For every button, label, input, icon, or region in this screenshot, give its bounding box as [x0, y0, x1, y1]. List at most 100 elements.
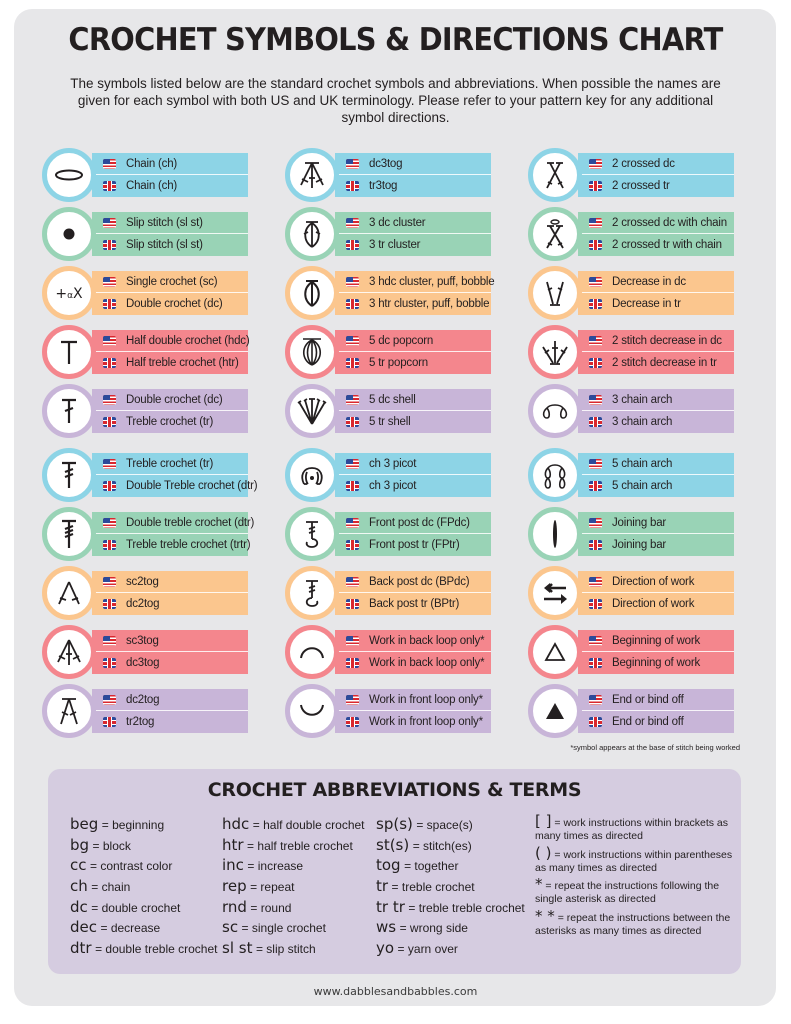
uk-term: Treble crochet (tr) — [126, 416, 214, 428]
uk-flag-icon — [346, 540, 359, 550]
symbol-label-bar: Joining bar Joining bar — [578, 512, 734, 556]
symbol-label-bar: 2 stitch decrease in dc 2 stitch decrease… — [578, 330, 734, 374]
uk-term: 3 chain arch — [612, 416, 673, 428]
symbol-label-bar: Direction of work Direction of work — [578, 571, 734, 615]
symbol-label-bar: Slip stitch (sl st) Slip stitch (sl st) — [92, 212, 248, 256]
sc3tog-icon — [42, 625, 96, 679]
uk-term-row: Joining bar — [578, 535, 734, 556]
uk-term-row: Beginning of work — [578, 653, 734, 674]
svg-text:+αX: +αX — [55, 286, 83, 302]
us-flag-icon — [103, 576, 116, 587]
uk-term-row: 2 crossed tr — [578, 176, 734, 197]
us-term-row: End or bind off — [578, 689, 734, 711]
us-term-row: Front post dc (FPdc) — [335, 512, 491, 534]
uk-flag-icon — [589, 599, 602, 609]
symbol-label-bar: Double crochet (dc) Treble crochet (tr) — [92, 389, 248, 433]
us-flag-icon — [103, 158, 116, 169]
uk-flag-icon — [346, 717, 359, 727]
us-term: Joining bar — [612, 516, 667, 529]
us-term: Decrease in dc — [612, 275, 686, 288]
uk-flag-icon — [103, 481, 116, 491]
website-link[interactable]: www.dabblesandbabbles.com — [313, 985, 478, 998]
abbreviation-item: ch = chain — [70, 877, 217, 898]
us-term-row: 3 dc cluster — [335, 212, 491, 234]
us-flag-icon — [346, 458, 359, 469]
uk-flag-icon — [103, 299, 116, 309]
abbreviation-column: sp(s) = space(s) st(s) = stitch(es) tog = … — [376, 815, 525, 960]
footnote: *symbol appears at the base of stitch be… — [570, 743, 740, 752]
symbol-label-bar: dc3tog tr3tog — [335, 153, 491, 197]
us-flag-icon — [103, 517, 116, 528]
abbreviation-meaning: = wrong side — [399, 921, 468, 936]
abbreviation-item: tr = treble crochet — [376, 877, 525, 898]
abbreviation-item: beg = beginning — [70, 815, 217, 836]
us-term-row: dc3tog — [335, 153, 491, 175]
us-term: 2 stitch decrease in dc — [612, 334, 722, 347]
picot-icon — [285, 448, 339, 502]
us-term-row: 5 dc popcorn — [335, 330, 491, 352]
abbreviation-meaning: = single crochet — [241, 921, 326, 936]
abbreviation-meaning: = double treble crochet — [95, 942, 218, 957]
abbreviation-item: yo = yarn over — [376, 939, 525, 960]
front-loop-arc-icon — [285, 684, 339, 738]
symbol-card: dc2tog tr2tog — [42, 684, 252, 738]
symbol-card: 5 dc shell 5 tr shell — [285, 384, 495, 438]
us-term-row: Decrease in dc — [578, 271, 734, 293]
five-chain-arch-icon — [528, 448, 582, 502]
symbol-card: Half double crochet (hdc) Half treble cro… — [42, 325, 252, 379]
us-flag-icon — [589, 694, 602, 705]
symbol-label-bar: sc3tog dc3tog — [92, 630, 248, 674]
abbreviation-meaning: = double crochet — [91, 900, 181, 915]
us-flag-icon — [589, 217, 602, 228]
uk-term: Chain (ch) — [126, 180, 178, 192]
us-term-row: Double crochet (dc) — [92, 389, 248, 411]
us-term: 5 dc popcorn — [369, 334, 434, 347]
uk-flag-icon — [346, 181, 359, 191]
us-term: 3 dc cluster — [369, 216, 426, 229]
uk-term: 3 htr cluster, puff, bobble — [369, 298, 490, 310]
uk-term: Beginning of work — [612, 657, 701, 669]
us-flag-icon — [589, 335, 602, 346]
uk-term-row: 3 chain arch — [578, 412, 734, 433]
abbreviation-column: beg = beginning bg = block cc = contrast c… — [70, 815, 217, 960]
uk-flag-icon — [103, 717, 116, 727]
crossed-dc-icon — [528, 148, 582, 202]
joining-bar-icon — [528, 507, 582, 561]
uk-term-row: 2 stitch decrease in tr — [578, 353, 734, 374]
us-term-row: 3 hdc cluster, puff, bobble — [335, 271, 495, 293]
us-term: Beginning of work — [612, 634, 701, 647]
uk-term-row: 2 crossed tr with chain — [578, 235, 734, 256]
uk-term: End or bind off — [612, 716, 684, 728]
uk-term: 2 crossed tr with chain — [612, 239, 722, 251]
uk-flag-icon — [103, 599, 116, 609]
treble-crochet-icon — [42, 448, 96, 502]
us-term: 2 crossed dc — [612, 157, 675, 170]
shell-icon — [285, 384, 339, 438]
us-term: Double crochet (dc) — [126, 393, 223, 406]
uk-flag-icon — [103, 181, 116, 191]
uk-term: Joining bar — [612, 539, 667, 551]
us-flag-icon — [103, 635, 116, 646]
us-term-row: Single crochet (sc) — [92, 271, 248, 293]
sc2tog-icon — [42, 566, 96, 620]
abbreviation-item: sp(s) = space(s) — [376, 815, 525, 836]
three-chain-arch-icon — [528, 384, 582, 438]
symbol-label-bar: 3 hdc cluster, puff, bobble 3 htr cluster… — [335, 271, 495, 315]
abbreviation-meaning: = half treble crochet — [247, 838, 353, 853]
slip-stitch-dot-icon — [42, 207, 96, 261]
symbol-card: 2 crossed dc 2 crossed tr — [528, 148, 738, 202]
uk-term: Front post tr (FPtr) — [369, 539, 460, 551]
abbreviation-key: dtr — [70, 939, 92, 958]
symbol-card: 3 hdc cluster, puff, bobble 3 htr cluster… — [285, 266, 495, 320]
uk-term: 3 tr cluster — [369, 239, 421, 251]
abbreviation-item: dtr = double treble crochet — [70, 939, 217, 960]
us-term-row: 2 stitch decrease in dc — [578, 330, 734, 352]
notes-list: [ ] = work instructions within brackets … — [535, 812, 735, 941]
abbreviation-item: dec = decrease — [70, 918, 217, 939]
us-term-row: sc2tog — [92, 571, 248, 593]
notation-symbol: [ ] — [535, 812, 552, 830]
uk-term: Work in front loop only* — [369, 716, 483, 728]
symbol-label-bar: Half double crochet (hdc) Half treble cro… — [92, 330, 250, 374]
uk-flag-icon — [103, 658, 116, 668]
notation-text: = work instructions within brackets as m… — [535, 817, 729, 842]
